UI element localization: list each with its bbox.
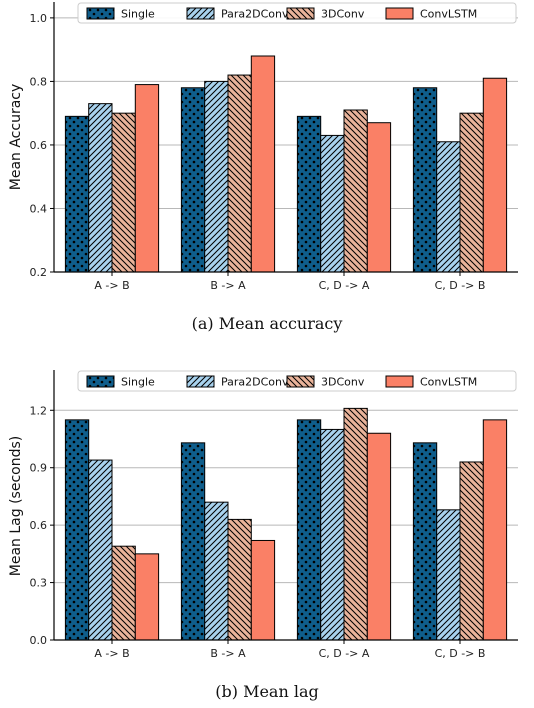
bar-para2dconv-1	[204, 501, 229, 641]
legend-label: 3DConv	[321, 376, 365, 389]
x-tick-label: C, D -> A	[319, 647, 370, 660]
y-tick-label: 0.0	[30, 634, 48, 647]
x-tick-label: C, D -> B	[435, 647, 486, 660]
bar-single-2	[296, 115, 322, 273]
legend-label: 3DConv	[321, 8, 365, 21]
bar-convlstm-0	[134, 84, 160, 273]
bar-convlstm-2	[366, 432, 392, 641]
caption-lag: (b) Mean lag	[215, 682, 319, 701]
bar-3dconv-3	[459, 461, 484, 641]
legend-swatch-3dconv	[286, 375, 315, 388]
y-tick-label: 0.6	[30, 139, 48, 152]
x-tick-label: A -> B	[94, 647, 129, 660]
bar-convlstm-0	[134, 553, 160, 641]
bar-convlstm-3	[482, 419, 508, 641]
lag-chart: 0.0 0.3 0.6 0.9 1.2 A -> B B -> A C, D -> A C, D…	[8, 370, 518, 660]
bar-para2dconv-2	[320, 428, 345, 641]
caption-accuracy: (a) Mean accuracy	[192, 314, 343, 333]
legend-swatch-para2dconv	[186, 375, 215, 388]
bar-single-1	[180, 442, 206, 641]
x-tick-label: B -> A	[210, 647, 246, 660]
y-tick-label: 0.9	[30, 462, 48, 475]
bar-convlstm-3	[482, 77, 508, 273]
legend-swatch-single	[86, 7, 115, 20]
y-tick-label: 0.8	[30, 75, 48, 88]
bar-single-3	[412, 87, 438, 273]
y-tick-label: 0.6	[30, 519, 48, 532]
legend-swatch-single	[86, 375, 115, 388]
legend-swatch-convlstm	[385, 7, 414, 20]
legend: Single Para2DConv 3DConv ConvLSTM	[77, 2, 517, 24]
y-tick-label: 1.0	[30, 12, 48, 25]
bar-3dconv-2	[343, 109, 368, 273]
bar-para2dconv-3	[436, 509, 461, 641]
x-tick-label: B -> A	[210, 279, 246, 292]
bar-para2dconv-1	[204, 80, 229, 273]
x-tick-label: C, D -> B	[435, 279, 486, 292]
x-tick-label: C, D -> A	[319, 279, 370, 292]
legend-swatch-convlstm	[385, 375, 414, 388]
bar-convlstm-2	[366, 122, 392, 273]
bar-3dconv-1	[227, 518, 252, 641]
bar-para2dconv-0	[88, 103, 113, 273]
y-tick-label: 0.3	[30, 577, 48, 590]
bar-single-3	[412, 442, 438, 641]
legend-label: ConvLSTM	[420, 8, 477, 21]
accuracy-chart: 0.2 0.4 0.6 0.8 1.0 A -> B B -> A C, D -> A C, D…	[8, 2, 518, 292]
legend-label: Para2DConv	[221, 8, 289, 21]
bar-convlstm-1	[250, 539, 276, 641]
legend: Single Para2DConv 3DConv ConvLSTM	[77, 370, 517, 392]
y-axis-label: Mean Lag (seconds)	[8, 436, 24, 576]
y-tick-label: 0.2	[30, 266, 48, 279]
bar-para2dconv-2	[320, 134, 345, 273]
bar-3dconv-1	[227, 74, 252, 273]
legend-label: Para2DConv	[221, 376, 289, 389]
legend-label: ConvLSTM	[420, 376, 477, 389]
y-tick-label: 1.2	[30, 404, 48, 417]
x-tick-label: A -> B	[94, 279, 129, 292]
legend-swatch-para2dconv	[186, 7, 215, 20]
bar-para2dconv-3	[436, 141, 461, 273]
bar-single-2	[296, 419, 322, 641]
bar-3dconv-0	[111, 545, 136, 641]
bar-convlstm-1	[250, 55, 276, 273]
legend-label: Single	[121, 8, 155, 21]
bar-single-1	[180, 87, 206, 273]
legend-label: Single	[121, 376, 155, 389]
bar-3dconv-2	[343, 407, 368, 641]
bar-para2dconv-0	[88, 459, 113, 641]
y-tick-label: 0.4	[30, 202, 48, 215]
bar-single-0	[64, 419, 90, 641]
bar-single-0	[64, 115, 90, 273]
legend-swatch-3dconv	[286, 7, 315, 20]
bar-3dconv-0	[111, 112, 136, 273]
y-axis-label: Mean Accuracy	[8, 84, 24, 191]
bar-3dconv-3	[459, 112, 484, 273]
